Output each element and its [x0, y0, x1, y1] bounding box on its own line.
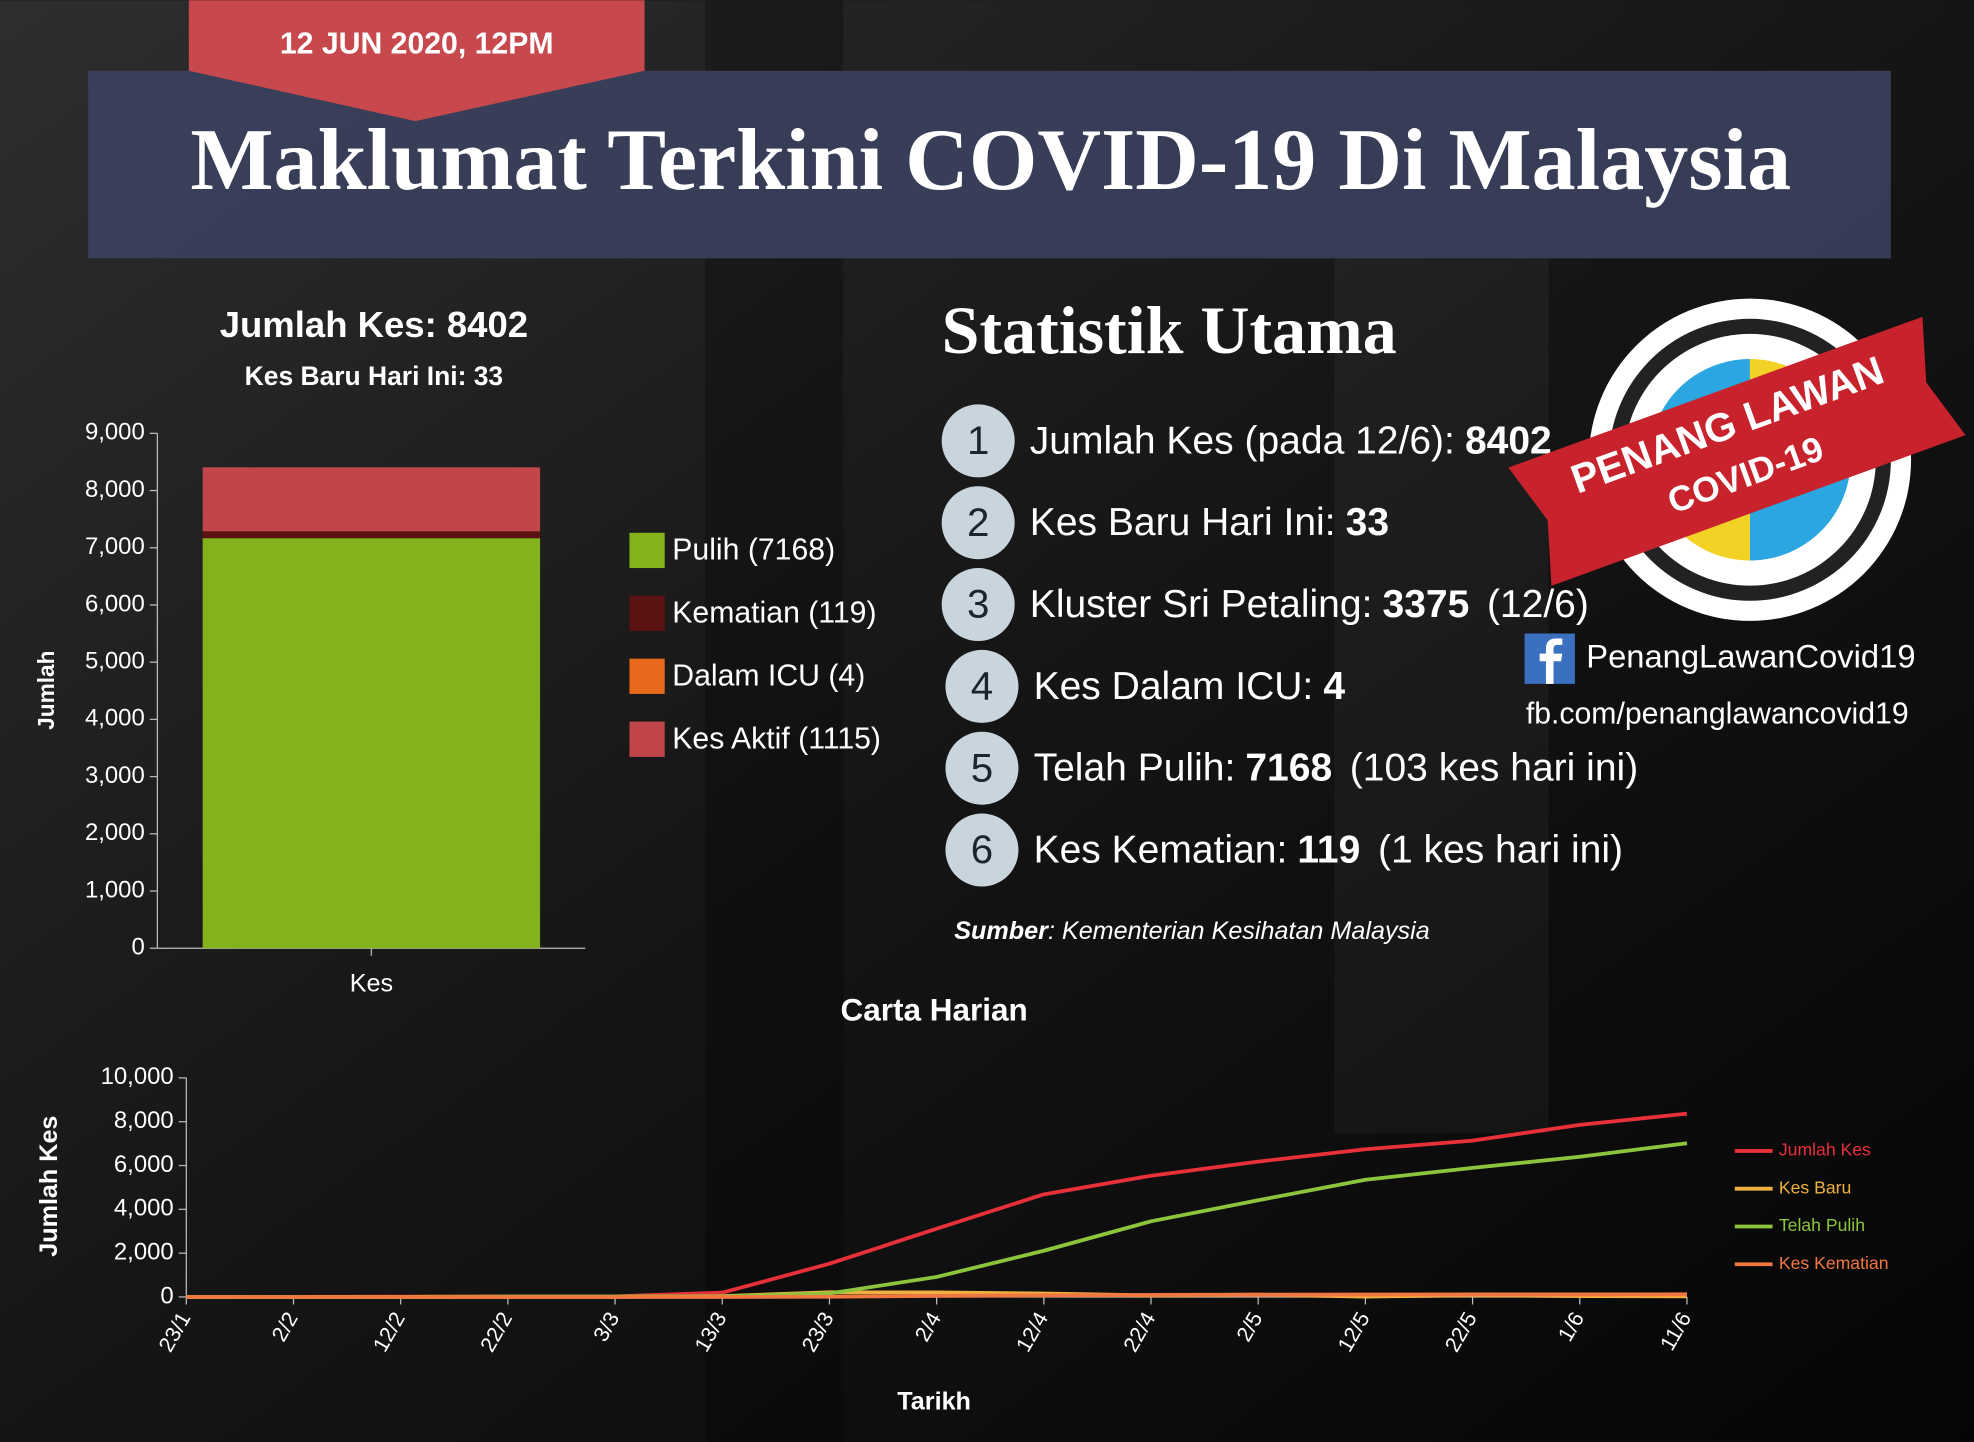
stat-line: Jumlah Kes (pada 12/6): 8402: [1030, 420, 1552, 463]
line-y-label: Jumlah Kes: [35, 1116, 63, 1257]
y-tick-label: 7,000: [85, 533, 145, 560]
date-banner: [188, 0, 645, 122]
stat-value: 119: [1297, 829, 1360, 872]
stat-label: Kluster Sri Petaling:: [1030, 583, 1373, 626]
y-tick-label: 3,000: [85, 762, 145, 789]
facebook-url: fb.com/penanglawancovid19: [1526, 697, 1909, 730]
legend-swatch: [629, 721, 665, 757]
stats-list: 1 Jumlah Kes (pada 12/6): 8402 2 Kes Baru Ha…: [941, 404, 1639, 887]
bar-chart-title: Jumlah Kes: 8402: [220, 304, 528, 345]
stat-value: 3375: [1383, 583, 1470, 626]
y-tick-label: 1,000: [85, 876, 145, 903]
main-title: Maklumat Terkini COVID-19 Di Malaysia: [190, 111, 1791, 209]
line-x-label: Tarikh: [897, 1387, 971, 1415]
y-tick-label: 0: [131, 934, 144, 961]
legend-swatch: [629, 595, 665, 631]
y-tick-label: 2,000: [114, 1238, 174, 1265]
stat-note: (103 kes hari ini): [1350, 747, 1638, 790]
source-label: Sumber: [954, 917, 1049, 945]
stat-number: 5: [971, 745, 993, 790]
stat-value: 33: [1346, 502, 1389, 545]
stat-number: 3: [967, 582, 989, 627]
stat-bullet: [941, 568, 1015, 642]
line-chart-title: Carta Harian: [841, 993, 1028, 1028]
facebook-glyph: [1539, 638, 1563, 684]
stat-label: Kes Baru Hari Ini:: [1030, 502, 1336, 545]
bar-segment: [202, 538, 541, 949]
legend-label: Jumlah Kes: [1779, 1140, 1871, 1160]
source: Sumber: Kementerian Kesihatan Malaysia: [954, 917, 1429, 945]
stat-line: Kes Dalam ICU: 4: [1034, 665, 1346, 708]
source-text: : Kementerian Kesihatan Malaysia: [1048, 917, 1430, 945]
legend-label: Telah Pulih: [1779, 1215, 1865, 1235]
stat-label: Kes Dalam ICU:: [1034, 665, 1314, 708]
y-tick-label: 5,000: [85, 647, 145, 674]
legend-label: Kes Kematian: [1779, 1253, 1889, 1273]
stat-note: (12/6): [1487, 583, 1589, 626]
stat-label: Jumlah Kes (pada 12/6):: [1030, 420, 1455, 463]
background-shade: [1334, 252, 1549, 1134]
stat-line: Kes Kematian: 119 (1 kes hari ini): [1034, 829, 1623, 872]
stat-bullet: [945, 813, 1019, 887]
stat-bullet: [945, 731, 1019, 805]
y-tick-label: 9,000: [85, 419, 145, 446]
stat-bullet: [941, 486, 1015, 560]
stat-note: (1 kes hari ini): [1378, 829, 1623, 872]
y-tick-label: 10,000: [101, 1063, 174, 1090]
bar-chart-subtitle: Kes Baru Hari Ini: 33: [245, 361, 503, 391]
badge: PENANG LAWAN COVID-19: [1508, 298, 1966, 621]
stat-label: Kes Kematian:: [1034, 829, 1288, 872]
stat-number: 6: [971, 827, 993, 872]
y-tick-label: 6,000: [114, 1151, 174, 1178]
y-tick-label: 8,000: [85, 476, 145, 503]
stat-number: 4: [971, 664, 993, 709]
stats-title: Statistik Utama: [942, 292, 1397, 368]
stat-value: 7168: [1245, 747, 1332, 790]
stat-line: Kes Baru Hari Ini: 33: [1030, 502, 1389, 545]
stat-line: Telah Pulih: 7168 (103 kes hari ini): [1034, 747, 1639, 790]
y-tick-label: 8,000: [114, 1107, 174, 1134]
stat-number: 1: [967, 418, 989, 463]
badge-ribbon: [1508, 316, 1966, 586]
stat-bullet: [941, 404, 1015, 478]
legend-label: Pulih (7168): [672, 534, 835, 567]
bar-y-label: Jumlah: [33, 650, 59, 729]
line-series: [186, 1292, 1687, 1299]
bar-segment: [202, 467, 541, 532]
stat-value: 8402: [1465, 420, 1552, 463]
x-tick-label: Kes: [350, 969, 393, 997]
legend-label: Dalam ICU (4): [672, 660, 865, 693]
legend-swatch: [629, 532, 665, 569]
legend-label: Kes Aktif (1115): [672, 722, 881, 755]
stat-bullet: [945, 649, 1019, 723]
stat-line: Kluster Sri Petaling: 3375 (12/6): [1030, 583, 1589, 626]
y-tick-label: 6,000: [85, 590, 145, 617]
legend-label: Kematian (119): [672, 597, 876, 630]
date: 12 JUN 2020, 12PM: [280, 28, 554, 61]
legend-swatch: [629, 658, 665, 694]
stat-number: 2: [967, 500, 989, 545]
y-tick-label: 2,000: [85, 819, 145, 846]
legend-label: Kes Baru: [1779, 1177, 1851, 1197]
stat-value: 4: [1323, 665, 1345, 708]
y-tick-label: 0: [160, 1282, 173, 1309]
y-tick-label: 4,000: [114, 1195, 174, 1222]
y-tick-label: 4,000: [85, 705, 145, 732]
bar-segment: [202, 531, 541, 539]
stat-label: Telah Pulih:: [1034, 747, 1236, 790]
facebook-page: PenangLawanCovid19: [1586, 637, 1915, 674]
